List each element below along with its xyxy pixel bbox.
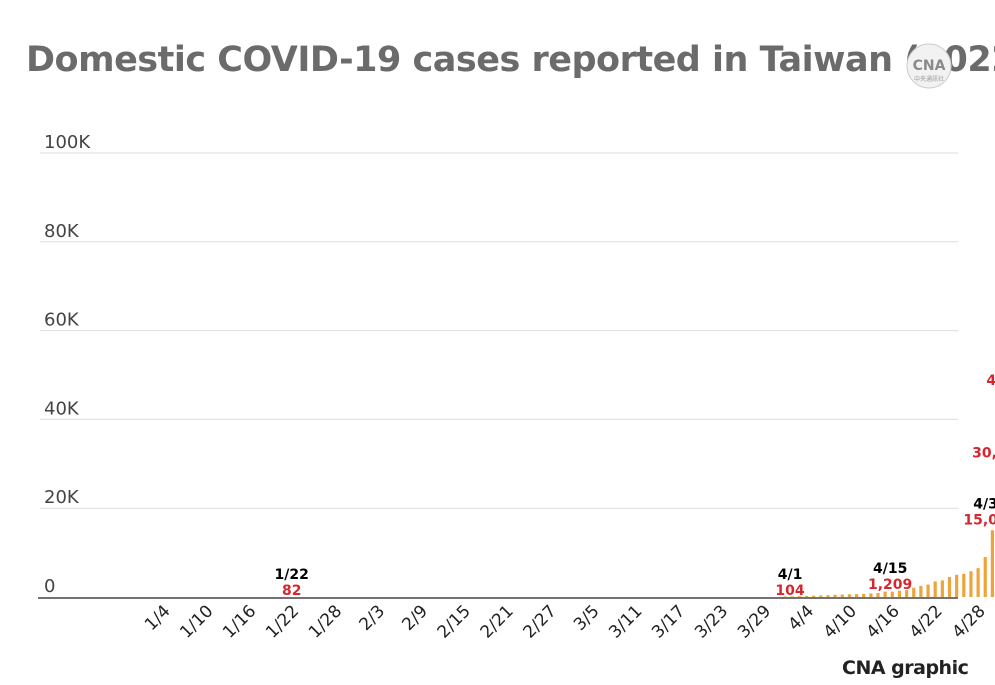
x-tick-label: 4/16: [863, 601, 904, 642]
x-tick-label: 3/17: [648, 601, 689, 642]
bar: [854, 594, 859, 597]
logo-text: CNA: [913, 58, 946, 74]
bar: [976, 568, 980, 597]
x-tick-label: 2/27: [519, 601, 560, 642]
x-axis-ticks: 1/4 1/10 1/16 1/22 1/28 2/3 2/9 2/15 2/21 2/27 3/5…: [141, 601, 990, 642]
x-tick-label: 2/15: [434, 601, 475, 642]
bar: [790, 596, 794, 597]
bars: [783, 530, 994, 598]
logo-subtext: 中央通訊社: [914, 75, 944, 83]
bar: [862, 593, 866, 597]
bar: [947, 577, 952, 597]
bar: [883, 591, 887, 597]
x-tick-label: 2/21: [477, 601, 518, 642]
y-tick-label: 80K: [44, 221, 80, 242]
bar: [933, 581, 937, 597]
bar: [912, 587, 916, 597]
bar: [940, 580, 944, 597]
x-tick-label: 4/28: [948, 601, 989, 642]
bar: [919, 585, 923, 597]
annotation-value: 1,209: [868, 577, 912, 593]
annotation-date: 4/1: [778, 567, 803, 583]
annotation-5-5: 30,0355/5: [972, 446, 995, 462]
bar: [826, 595, 830, 597]
x-tick-label: 4/22: [906, 601, 947, 642]
annotation-date: 4/15: [873, 561, 907, 577]
bar: [990, 530, 994, 597]
bar: [962, 573, 966, 597]
x-tick-label: 1/22: [262, 601, 303, 642]
y-tick-label: 40K: [44, 398, 80, 419]
x-tick-label: 4/4: [785, 601, 818, 634]
bar: [969, 571, 973, 597]
annotation-date: 4/30: [973, 496, 995, 512]
y-tick-label: 0: [44, 576, 55, 597]
annotation-5-7: 46,3775/7: [986, 373, 995, 389]
x-tick-label: 3/11: [605, 601, 646, 642]
annotation-value: 104: [775, 583, 804, 599]
annotation-date: 1/22: [275, 567, 309, 583]
credit-label: CNA graphic: [842, 657, 969, 679]
bar: [905, 590, 909, 597]
cna-logo-icon: CNA 中央通訊社: [906, 43, 952, 89]
x-tick-label: 2/3: [356, 601, 389, 634]
x-tick-label: 1/10: [176, 601, 217, 642]
annotation-value: 15,033: [963, 512, 995, 528]
annotation-value: 30,035: [972, 446, 995, 462]
bar: [926, 584, 930, 597]
bar: [840, 594, 844, 597]
bar: [983, 557, 987, 597]
y-tick-label: 60K: [44, 310, 80, 331]
bar: [955, 574, 959, 597]
x-tick-label: 1/4: [141, 601, 174, 634]
x-tick-label: 3/23: [691, 601, 732, 642]
bar: [869, 593, 873, 597]
y-tick-label: 100K: [44, 132, 91, 153]
annotation-value: 46,377: [986, 373, 995, 389]
bar: [897, 590, 902, 597]
annotation-4-30: 15,0334/30: [963, 496, 995, 528]
annotation-value: 82: [282, 583, 301, 599]
bar: [876, 593, 880, 597]
bar: [812, 595, 816, 597]
gridlines: [40, 152, 958, 509]
bar: [804, 595, 809, 597]
bar: [783, 596, 787, 598]
y-tick-label: 20K: [44, 487, 80, 508]
chart-title: Domestic COVID-19 cases reported in Taiw…: [26, 40, 995, 80]
x-tick-label: 3/5: [570, 601, 603, 634]
bar: [890, 591, 894, 597]
x-tick-label: 2/9: [398, 601, 431, 634]
x-tick-label: 4/10: [820, 601, 861, 642]
y-axis-ticks: 0 20K 40K 60K 80K 100K: [44, 132, 91, 597]
x-tick-label: 3/29: [734, 601, 775, 642]
bar: [847, 594, 851, 597]
x-tick-label: 1/28: [305, 601, 346, 642]
bar: [819, 595, 823, 597]
bar: [833, 594, 837, 597]
x-tick-label: 1/16: [219, 601, 260, 642]
annotation-1-22: 821/22: [275, 567, 309, 599]
bar: [797, 596, 801, 597]
